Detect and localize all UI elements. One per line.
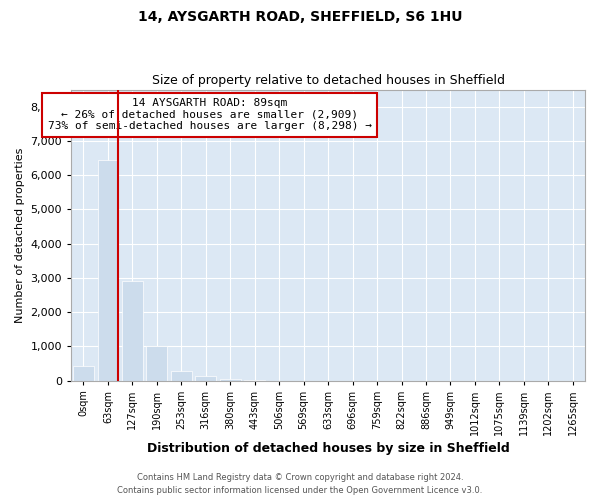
Bar (171, 371, 192, 380)
Bar (98, 160, 118, 380)
Text: 14 AYSGARTH ROAD: 89sqm
← 26% of detached houses are smaller (2,909)
73% of semi: 14 AYSGARTH ROAD: 89sqm ← 26% of detache… (48, 98, 372, 132)
Text: 14, AYSGARTH ROAD, SHEFFIELD, S6 1HU: 14, AYSGARTH ROAD, SHEFFIELD, S6 1HU (138, 10, 462, 24)
X-axis label: Distribution of detached houses by size in Sheffield: Distribution of detached houses by size … (147, 442, 509, 455)
Bar (220, 379, 241, 380)
Bar (122, 282, 143, 380)
Title: Size of property relative to detached houses in Sheffield: Size of property relative to detached ho… (152, 74, 505, 87)
Bar (146, 346, 167, 380)
Bar (73, 366, 94, 380)
Y-axis label: Number of detached properties: Number of detached properties (15, 148, 25, 322)
Text: Contains HM Land Registry data © Crown copyright and database right 2024.
Contai: Contains HM Land Registry data © Crown c… (118, 474, 482, 495)
Bar (196, 376, 216, 380)
